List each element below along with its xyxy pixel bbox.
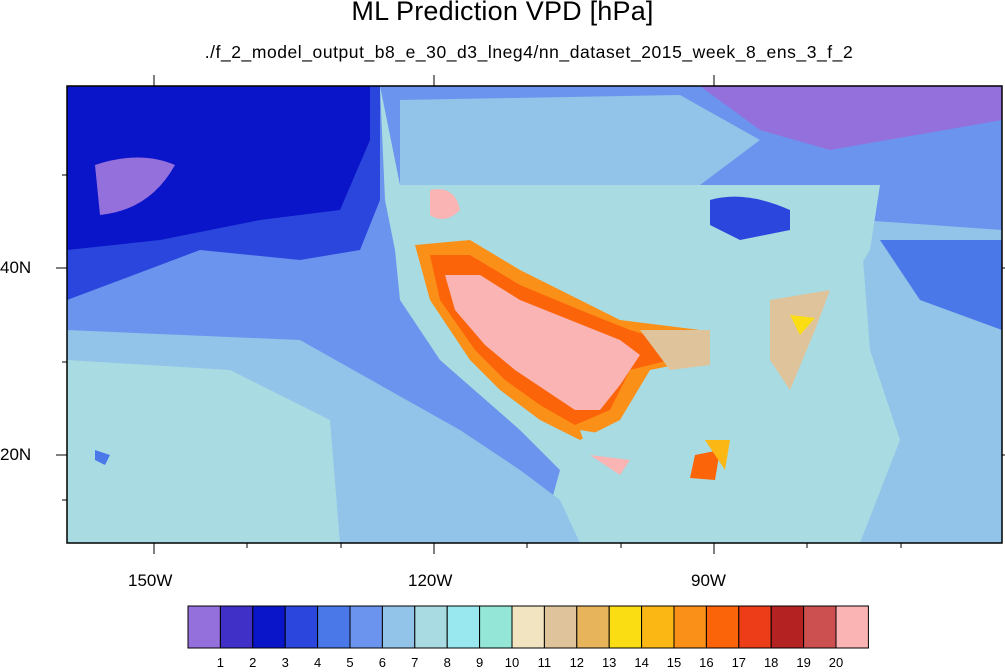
pacific-dry-patch [95, 157, 175, 215]
mexico-dry [590, 455, 630, 475]
lat-label-20n: 20N [0, 445, 32, 464]
lon-label-90w: 90W [691, 571, 726, 590]
colorbar-tick-label: 10 [504, 655, 520, 670]
canada-light [400, 95, 760, 185]
lon-label-120w: 120W [408, 571, 453, 590]
colorbar-tick-label: 13 [601, 655, 617, 670]
plot-subtitle: ./f_2_model_output_b8_e_30_d3_lneg4/nn_d… [204, 42, 854, 62]
colorbar-swatch [284, 605, 319, 649]
colorbar-swatch [705, 605, 740, 649]
colorbar-swatch [219, 605, 254, 649]
colorbar-tick-label: 9 [475, 655, 484, 670]
pacific-subtropics [67, 360, 340, 543]
colorbar-tick-label: 11 [537, 655, 552, 670]
colorbar [187, 605, 869, 649]
colorbar-swatch [317, 605, 351, 649]
colorbar-tick-label: 5 [346, 655, 354, 670]
central-am-orange [705, 440, 730, 470]
colorbar-swatch [608, 605, 643, 649]
colorbar-tick-label: 6 [378, 655, 386, 670]
colorbar-swatch [673, 605, 707, 649]
colorbar-tick-label: 7 [411, 655, 419, 670]
southeast-moist [770, 290, 830, 390]
pnw-dry [430, 189, 460, 219]
colorbar-swatch [738, 605, 772, 649]
plot-title: ML Prediction VPD [hPa] [351, 0, 654, 26]
mexico-south [580, 430, 770, 530]
colorbar-swatch [803, 605, 837, 649]
colorbar-tick-label: 17 [731, 655, 747, 670]
colorbar-tick-label: 16 [699, 655, 714, 670]
colorbar-tick-label: 3 [281, 655, 289, 670]
central-am-dry [690, 450, 720, 480]
texas-tan [640, 330, 710, 370]
colorbar-swatch [187, 605, 221, 649]
southeast-core [790, 315, 815, 335]
colorbar-swatch [349, 605, 383, 649]
great-lakes [710, 196, 790, 240]
map-frame [66, 85, 1003, 544]
map-ticks [56, 75, 1005, 554]
colorbar-swatch [835, 605, 869, 649]
colorbar-swatch [414, 605, 448, 649]
colorbar-tick-label: 2 [249, 655, 257, 670]
colorbar-tick-label: 18 [763, 655, 779, 670]
lat-label-40n: 40N [0, 258, 32, 277]
colorbar-tick-label: 19 [796, 655, 811, 670]
sw-arid-core [445, 275, 640, 410]
colorbar-tick-label: 8 [443, 655, 451, 670]
colorbar-tick-label: 12 [569, 655, 585, 670]
colorbar-swatch [576, 605, 610, 649]
map-field [67, 86, 1002, 543]
hudson-dry [700, 86, 1002, 150]
colorbar-tick-label: 1 [216, 655, 224, 670]
atlantic-dark [880, 240, 1002, 330]
colorbar-tick-label: 15 [666, 655, 682, 670]
colorbar-tick-label: 4 [313, 655, 322, 670]
colorbar-swatch [770, 605, 805, 649]
colorbar-tick-label: 20 [828, 655, 844, 670]
pacific-core [67, 86, 370, 250]
colorbar-swatch [446, 605, 481, 649]
colorbar-swatch [479, 605, 513, 649]
colorbar-swatch [381, 605, 416, 649]
colorbar-tick-label: 14 [634, 655, 649, 670]
lon-label-150w: 150W [128, 571, 173, 590]
colorbar-swatch [641, 605, 675, 649]
colorbar-swatch [511, 605, 545, 649]
colorbar-swatch [543, 605, 578, 649]
hawaii [95, 450, 110, 465]
colorbar-swatch [252, 605, 286, 649]
